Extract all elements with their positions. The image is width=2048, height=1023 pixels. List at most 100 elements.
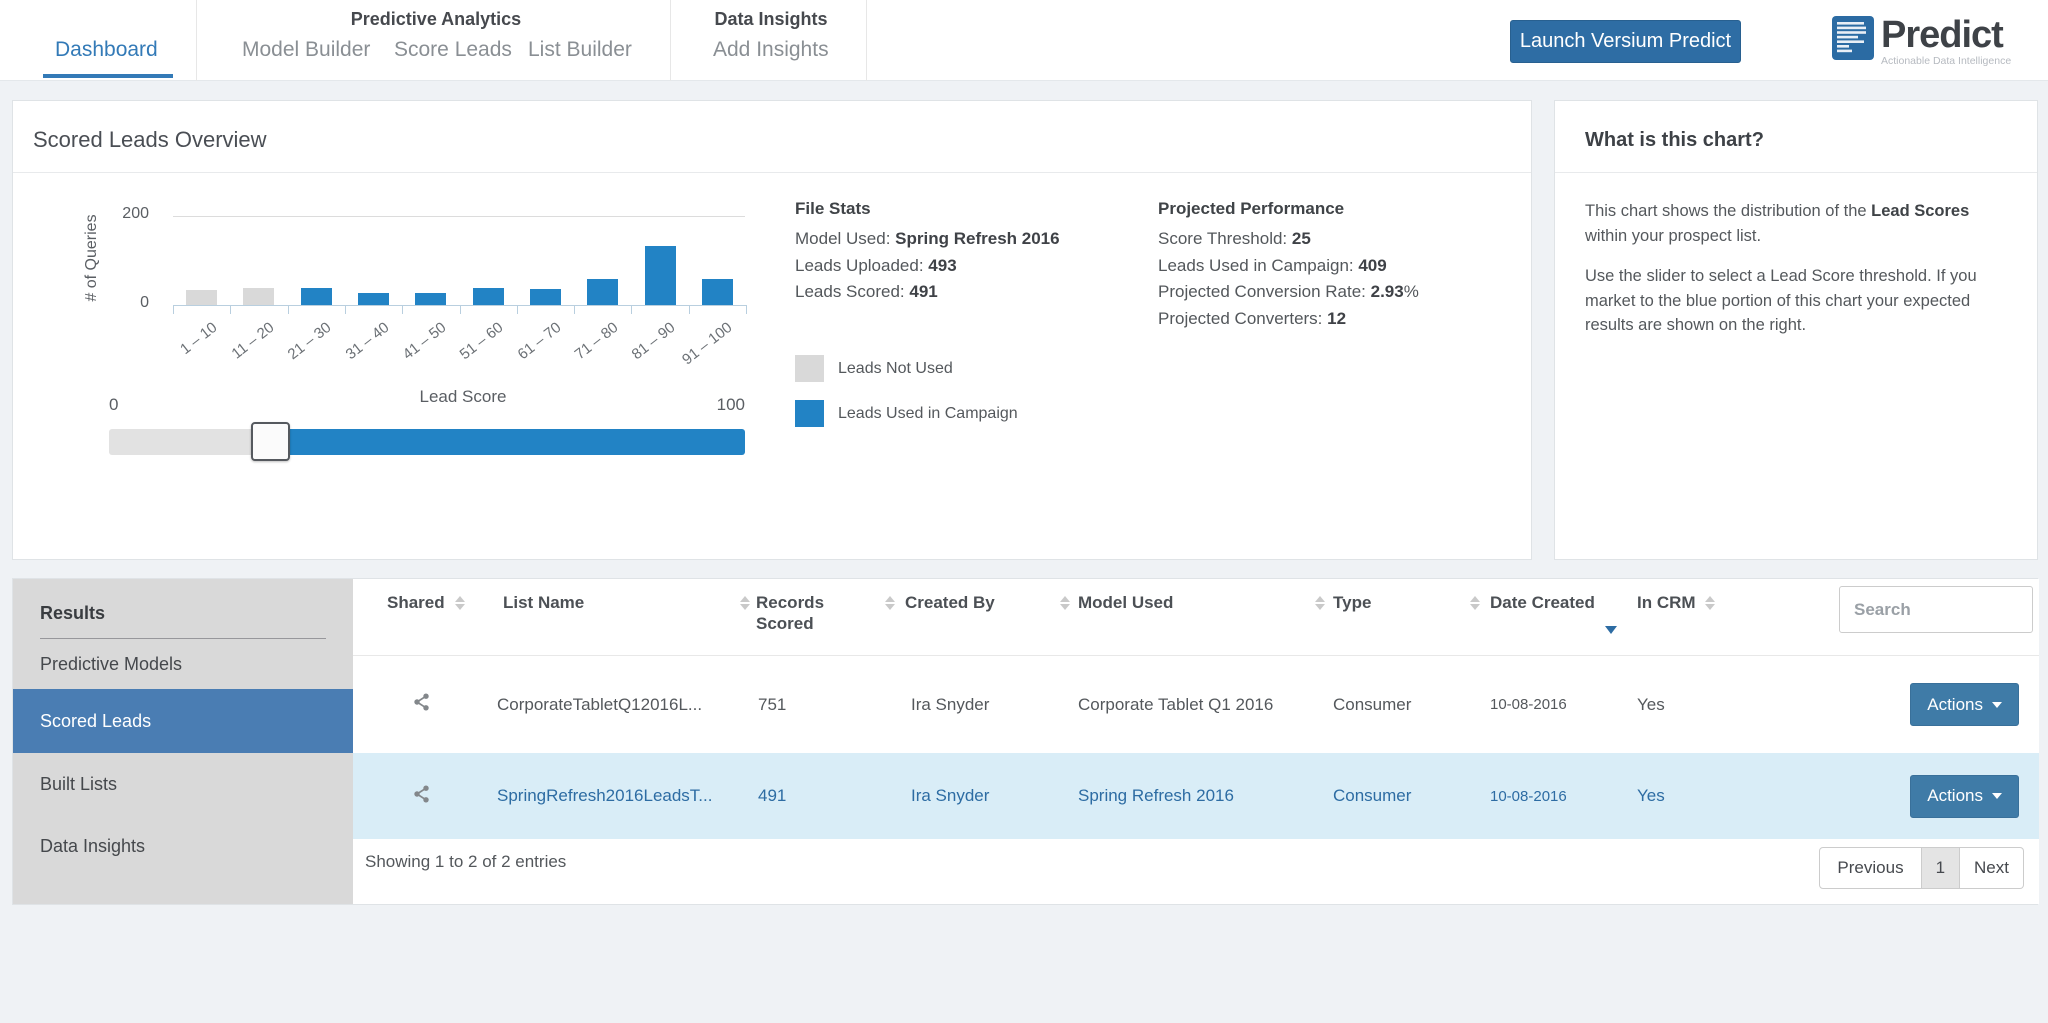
- lead-score-threshold-slider[interactable]: [109, 429, 745, 455]
- next-page-button[interactable]: Next: [1960, 847, 2024, 889]
- share-icon[interactable]: [353, 785, 461, 808]
- nav-item-list-builder[interactable]: List Builder: [528, 38, 632, 62]
- bar-11–20: [243, 288, 274, 305]
- predict-logo-icon: [1832, 16, 1874, 67]
- bar-21–30: [301, 288, 332, 305]
- column-header-type[interactable]: Type: [1321, 592, 1476, 613]
- info-panel-title: What is this chart?: [1585, 129, 1764, 152]
- legend-label: Leads Used in Campaign: [838, 405, 1018, 423]
- file-stats-title: File Stats: [795, 199, 1060, 219]
- column-header-list-name[interactable]: List Name: [461, 592, 746, 613]
- sidebar-item-built-lists[interactable]: Built Lists: [13, 753, 353, 815]
- slider-handle[interactable]: [251, 422, 290, 461]
- stat-value: 409: [1358, 256, 1386, 275]
- nav-item-model-builder[interactable]: Model Builder: [242, 38, 370, 62]
- column-header-in-crm[interactable]: In CRM: [1619, 592, 1711, 613]
- x-axis-tick: [631, 305, 632, 314]
- versium-predict-dashboard: Dashboard Predictive Analytics Model Bui…: [0, 0, 2048, 1023]
- bar-41–50: [415, 293, 446, 305]
- stat-leads-scored: Leads Scored: 491: [795, 279, 1060, 306]
- column-header-date-created[interactable]: Date Created: [1476, 592, 1619, 613]
- column-header-label: List Name: [503, 593, 584, 612]
- nav-item-add-insights[interactable]: Add Insights: [713, 38, 829, 62]
- slider-max-label: 100: [663, 395, 745, 415]
- stat-label: Leads Uploaded:: [795, 256, 928, 275]
- cell-model-used: Corporate Tablet Q1 2016: [1066, 695, 1321, 715]
- cell-records-scored: 491: [746, 786, 891, 806]
- stat-label: Projected Converters:: [1158, 309, 1327, 328]
- stat-label: Leads Used in Campaign:: [1158, 256, 1358, 275]
- slider-min-label: 0: [109, 395, 118, 415]
- x-axis-tick: [746, 305, 747, 314]
- column-header-label: Model Used: [1078, 593, 1173, 612]
- stat-score-threshold: Score Threshold: 25: [1158, 226, 1419, 253]
- predict-logo: Predict Actionable Data Intelligence: [1832, 16, 2011, 67]
- page-number-button[interactable]: 1: [1922, 847, 1960, 889]
- logo-name: Predict: [1881, 16, 2011, 54]
- sort-desc-icon: [1605, 626, 1617, 634]
- cell-date-created: 10-08-2016: [1476, 696, 1619, 713]
- x-tick-label: 21 – 30: [230, 319, 335, 406]
- column-header-label: In CRM: [1637, 593, 1696, 612]
- slider-below-threshold-segment: [109, 429, 268, 455]
- table-row-selected[interactable]: SpringRefresh2016LeadsT... 491 Ira Snyde…: [353, 753, 2039, 839]
- table-row[interactable]: CorporateTabletQ12016L... 751 Ira Snyder…: [353, 656, 2039, 753]
- scored-leads-overview-panel: Scored Leads Overview # of Queries 200 0…: [12, 100, 1532, 560]
- nav-item-score-leads[interactable]: Score Leads: [394, 38, 512, 62]
- column-header-shared[interactable]: Shared: [353, 592, 461, 613]
- active-tab-underline: [43, 74, 173, 78]
- column-header-label: Created By: [905, 593, 995, 612]
- bar-81–90: [645, 246, 676, 305]
- legend-swatch-gray: [795, 355, 824, 382]
- actions-dropdown-button[interactable]: Actions: [1910, 683, 2019, 726]
- column-header-records-scored[interactable]: Records Scored: [746, 592, 891, 634]
- stat-label: Model Used:: [795, 229, 895, 248]
- x-axis-tick: [288, 305, 289, 314]
- cell-list-name[interactable]: SpringRefresh2016LeadsT...: [461, 786, 746, 806]
- cell-model-used: Spring Refresh 2016: [1066, 786, 1321, 806]
- nav-divider: [670, 0, 671, 81]
- info-panel-header: What is this chart?: [1555, 101, 2037, 173]
- x-tick-label: 11 – 20: [172, 319, 277, 406]
- stat-conversion-rate: Projected Conversion Rate: 2.93%: [1158, 279, 1419, 306]
- stat-model-used: Model Used: Spring Refresh 2016: [795, 226, 1060, 253]
- projected-performance-title: Projected Performance: [1158, 199, 1419, 219]
- sort-icon: [1705, 596, 1715, 610]
- share-icon[interactable]: [353, 693, 461, 716]
- y-tick-200: 200: [93, 205, 149, 223]
- actions-dropdown-button[interactable]: Actions: [1910, 775, 2019, 818]
- cell-list-name[interactable]: CorporateTabletQ12016L...: [461, 695, 746, 715]
- logo-tagline: Actionable Data Intelligence: [1881, 55, 2011, 67]
- sidebar-item-predictive-models[interactable]: Predictive Models: [13, 639, 353, 689]
- legend-swatch-blue: [795, 400, 824, 427]
- stat-projected-converters: Projected Converters: 12: [1158, 306, 1419, 333]
- pagination: Previous 1 Next: [1819, 847, 2024, 889]
- launch-versium-predict-button[interactable]: Launch Versium Predict: [1510, 20, 1741, 63]
- cell-records-scored: 751: [746, 695, 891, 715]
- legend-label: Leads Not Used: [838, 360, 953, 378]
- chart-legend: Leads Not Used Leads Used in Campaign: [795, 355, 1018, 445]
- nav-group-predictive-analytics: Predictive Analytics: [349, 9, 523, 30]
- previous-page-button[interactable]: Previous: [1819, 847, 1921, 889]
- bar-51–60: [473, 288, 504, 305]
- info-paragraph-2: Use the slider to select a Lead Score th…: [1585, 264, 2009, 338]
- sidebar-item-scored-leads[interactable]: Scored Leads: [13, 689, 353, 753]
- stat-leads-uploaded: Leads Uploaded: 493: [795, 253, 1060, 280]
- tab-dashboard[interactable]: Dashboard: [55, 38, 158, 62]
- what-is-this-chart-panel: What is this chart? This chart shows the…: [1554, 100, 2038, 560]
- column-header-label: Date Created: [1490, 593, 1595, 612]
- table-header-row: Shared List Name Records Scored Created …: [353, 579, 2039, 656]
- cell-in-crm: Yes: [1619, 695, 1711, 715]
- stat-value: 2.93: [1371, 282, 1404, 301]
- column-header-label: Type: [1333, 593, 1371, 612]
- column-header-created-by[interactable]: Created By: [891, 592, 1066, 613]
- column-header-model-used[interactable]: Model Used: [1066, 592, 1321, 613]
- actions-label: Actions: [1927, 786, 1983, 806]
- column-header-label: Records Scored: [756, 593, 824, 633]
- info-panel-body: This chart shows the distribution of the…: [1555, 173, 2037, 338]
- info-text-bold: Lead Scores: [1871, 202, 1969, 220]
- info-text: This chart shows the distribution of the: [1585, 202, 1871, 220]
- x-axis-tick: [689, 305, 690, 314]
- bar-91–100: [702, 279, 733, 305]
- sidebar-item-data-insights[interactable]: Data Insights: [13, 815, 353, 877]
